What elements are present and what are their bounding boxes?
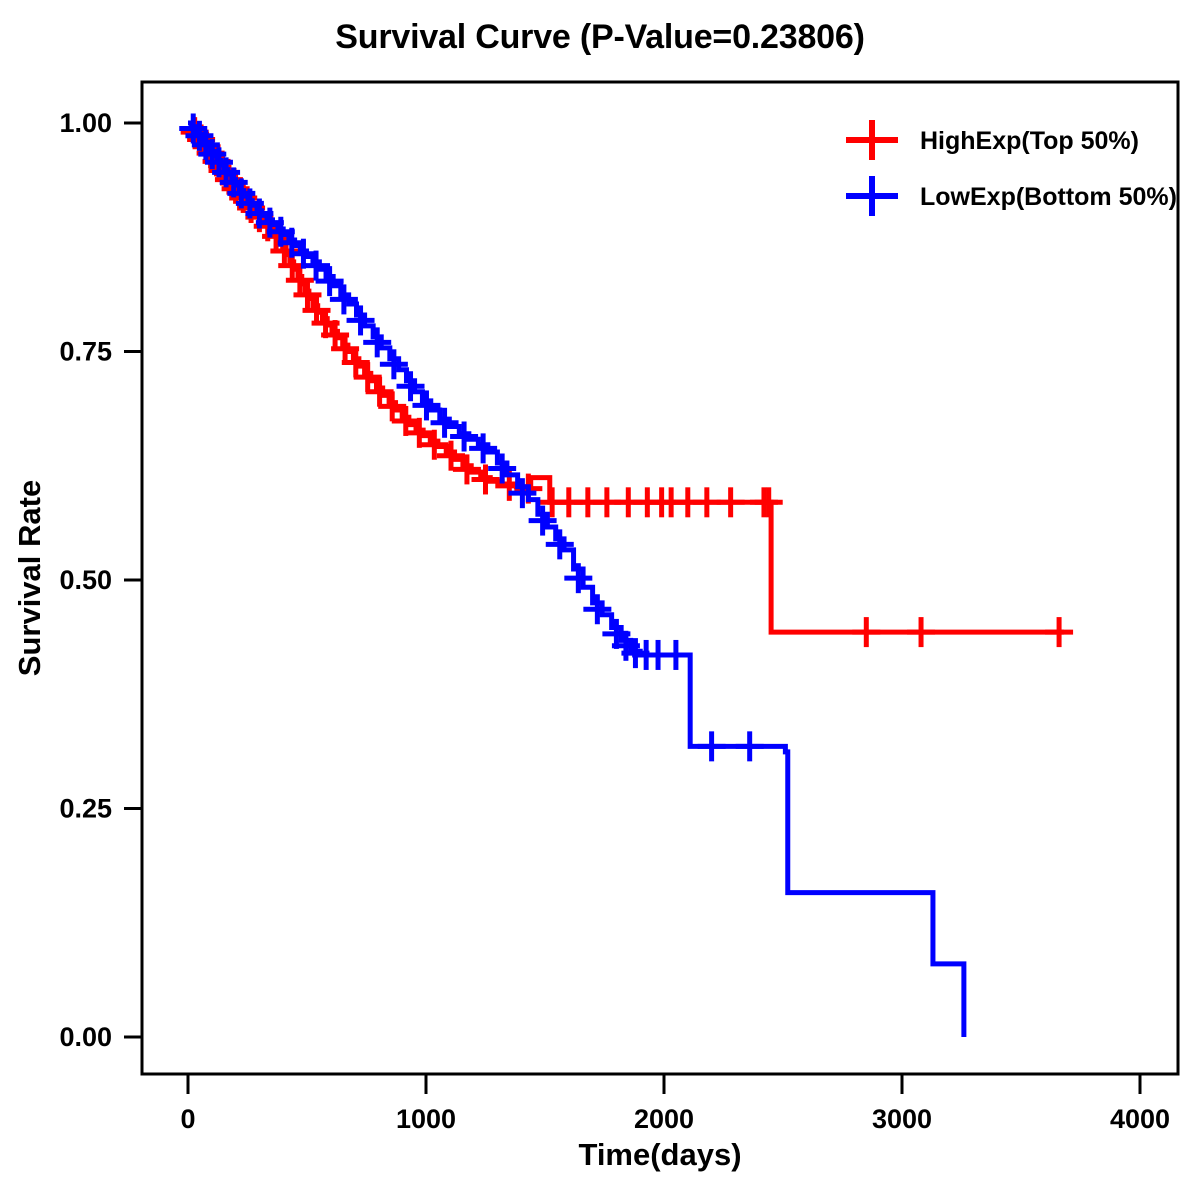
y-tick-label: 0.50 <box>59 565 112 595</box>
x-tick-label: 1000 <box>396 1104 456 1134</box>
x-tick-label: 0 <box>180 1104 195 1134</box>
x-tick-label: 3000 <box>872 1104 932 1134</box>
series-layer <box>179 113 1074 1037</box>
y-tick-label: 1.00 <box>59 108 112 138</box>
y-axis-title: Survival Rate <box>12 480 47 676</box>
y-axis-ticks: 0.00 0.25 0.50 0.75 1.00 <box>59 108 142 1052</box>
x-tick-label: 2000 <box>634 1104 694 1134</box>
legend-item[interactable]: LowExp(Bottom 50%) <box>846 176 1177 216</box>
page-title: Survival Curve (P-Value=0.23806) <box>335 18 865 56</box>
y-tick-label: 0.00 <box>59 1022 112 1052</box>
x-axis-ticks: 0 1000 2000 3000 4000 <box>180 1074 1170 1134</box>
x-axis-title: Time(days) <box>578 1137 741 1172</box>
legend-label: HighExp(Top 50%) <box>920 127 1139 155</box>
y-tick-label: 0.25 <box>59 794 112 824</box>
y-tick-label: 0.75 <box>59 337 112 367</box>
chart-legend[interactable]: HighExp(Top 50%) LowExp(Bottom 50%) <box>846 120 1177 216</box>
legend-label: LowExp(Bottom 50%) <box>920 183 1177 211</box>
axes-frame <box>140 80 1180 1076</box>
x-tick-label: 4000 <box>1110 1104 1170 1134</box>
censor-marks <box>179 113 764 762</box>
legend-item[interactable]: HighExp(Top 50%) <box>846 120 1139 160</box>
